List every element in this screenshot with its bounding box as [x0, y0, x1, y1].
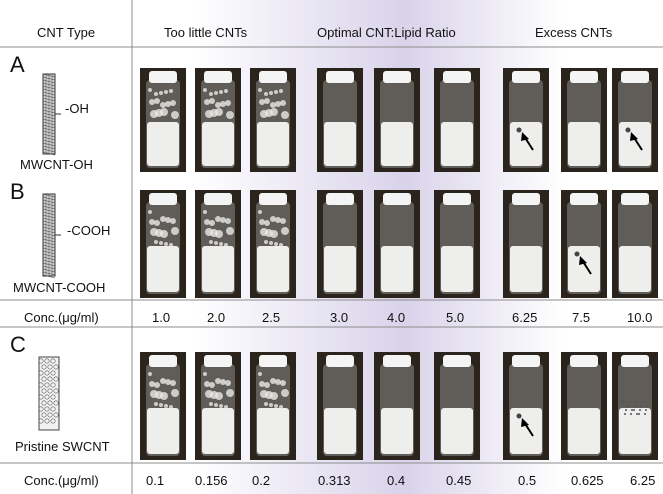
conc-value: 0.2	[252, 473, 271, 488]
mwcnt-oh-tube-drawing	[42, 73, 61, 156]
conc-label-1: Conc.(μg/ml)	[24, 310, 99, 325]
vial-photo	[374, 352, 420, 460]
conc-value: 5.0	[446, 310, 465, 325]
header-excess: Excess CNTs	[535, 25, 613, 40]
vial-photo	[195, 352, 241, 460]
conc-value: 2.0	[207, 310, 226, 325]
conc-value: 6.25	[512, 310, 538, 325]
vial-photo	[434, 352, 480, 460]
vial-photo	[250, 352, 296, 460]
cnt-name-c: Pristine SWCNT	[15, 439, 110, 454]
vial-photo	[374, 68, 420, 172]
conc-label-2: Conc.(μg/ml)	[24, 473, 99, 488]
header-optimal: Optimal CNT:Lipid Ratio	[317, 25, 456, 40]
header-too-little: Too little CNTs	[164, 25, 248, 40]
conc-value: 0.313	[318, 473, 351, 488]
vial-photo	[503, 68, 549, 172]
vial-photo	[250, 190, 296, 298]
vial-photo	[561, 352, 607, 460]
vial-photo	[317, 190, 363, 298]
group-label-b: -COOH	[67, 223, 111, 238]
conc-value: 6.25	[630, 473, 656, 488]
vial-photo	[612, 190, 658, 298]
conc-value: 2.5	[262, 310, 281, 325]
vial-photo	[612, 352, 658, 460]
conc-value: 3.0	[330, 310, 349, 325]
header-cnt-type: CNT Type	[37, 25, 96, 40]
vial-photo	[503, 352, 549, 460]
conc-value: 0.1	[146, 473, 165, 488]
conc-value: 1.0	[152, 310, 171, 325]
vial-photo	[195, 68, 241, 172]
vial-photo	[561, 190, 607, 298]
conc-value: 10.0	[627, 310, 653, 325]
vial-photo	[317, 352, 363, 460]
vial-photo	[317, 68, 363, 172]
vial-photo	[140, 68, 186, 172]
panel-label-b: B	[10, 179, 25, 204]
mwcnt-cooh-tube-drawing	[42, 193, 61, 279]
cnt-name-b: MWCNT-COOH	[13, 280, 106, 295]
cnt-name-a: MWCNT-OH	[20, 157, 93, 172]
conc-value: 7.5	[572, 310, 591, 325]
conc-value: 0.156	[195, 473, 228, 488]
vial-photo	[140, 352, 186, 460]
conc-value: 4.0	[387, 310, 406, 325]
vial-photo	[140, 190, 186, 298]
vial-photo	[434, 190, 480, 298]
swcnt-tube-drawing	[38, 356, 60, 431]
conc-value: 0.4	[387, 473, 406, 488]
vial-photo	[195, 190, 241, 298]
panel-label-a: A	[10, 52, 25, 77]
group-label-a: -OH	[65, 101, 89, 116]
vial-photo	[503, 190, 549, 298]
vial-photo	[561, 68, 607, 172]
vial-photo	[612, 68, 658, 172]
vial-photo	[374, 190, 420, 298]
panel-label-c: C	[10, 332, 26, 357]
nanotube-drawings	[38, 73, 61, 431]
conc-value: 0.5	[518, 473, 537, 488]
vial-photo	[434, 68, 480, 172]
vial-photo	[250, 68, 296, 172]
conc-value: 0.45	[446, 473, 472, 488]
conc-value: 0.625	[571, 473, 604, 488]
